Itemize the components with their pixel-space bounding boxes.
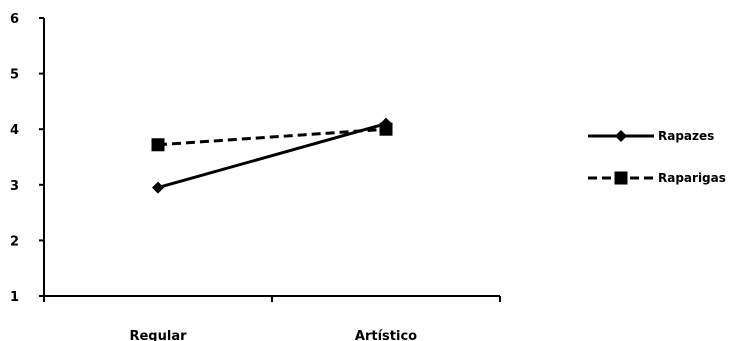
y-tick-label: 1	[10, 290, 19, 305]
data-point-raparigas	[379, 122, 393, 136]
legend-marker-raparigas	[614, 171, 628, 185]
y-axis-ticks: 1 2 3 4 5 6	[10, 12, 44, 305]
x-tick-label: Artístico	[355, 329, 417, 341]
x-axis-ticks: Regular Artístico	[43, 296, 501, 341]
legend: Rapazes Raparigas	[588, 129, 726, 185]
chart-axes: 1 2 3 4 5 6 Regular Artístico	[10, 12, 501, 341]
series-line-rapazes	[157, 122, 387, 190]
legend-item-rapazes: Rapazes	[588, 129, 714, 143]
legend-label-rapazes: Rapazes	[658, 129, 714, 143]
x-tick-label: Regular	[129, 329, 187, 341]
data-point-raparigas	[151, 138, 165, 152]
legend-label-raparigas: Raparigas	[658, 171, 726, 185]
plot-area	[151, 117, 393, 194]
y-tick-label: 6	[10, 12, 19, 27]
y-tick-label: 5	[10, 68, 19, 83]
legend-item-raparigas: Raparigas	[588, 171, 726, 185]
series-raparigas	[151, 122, 393, 152]
y-tick-label: 3	[10, 179, 19, 194]
y-tick-label: 4	[10, 123, 19, 138]
legend-marker-rapazes	[615, 130, 627, 142]
data-point-rapazes	[152, 181, 164, 194]
series-line-raparigas	[157, 127, 387, 147]
series-rapazes	[152, 117, 392, 194]
y-tick-label: 2	[10, 234, 19, 249]
